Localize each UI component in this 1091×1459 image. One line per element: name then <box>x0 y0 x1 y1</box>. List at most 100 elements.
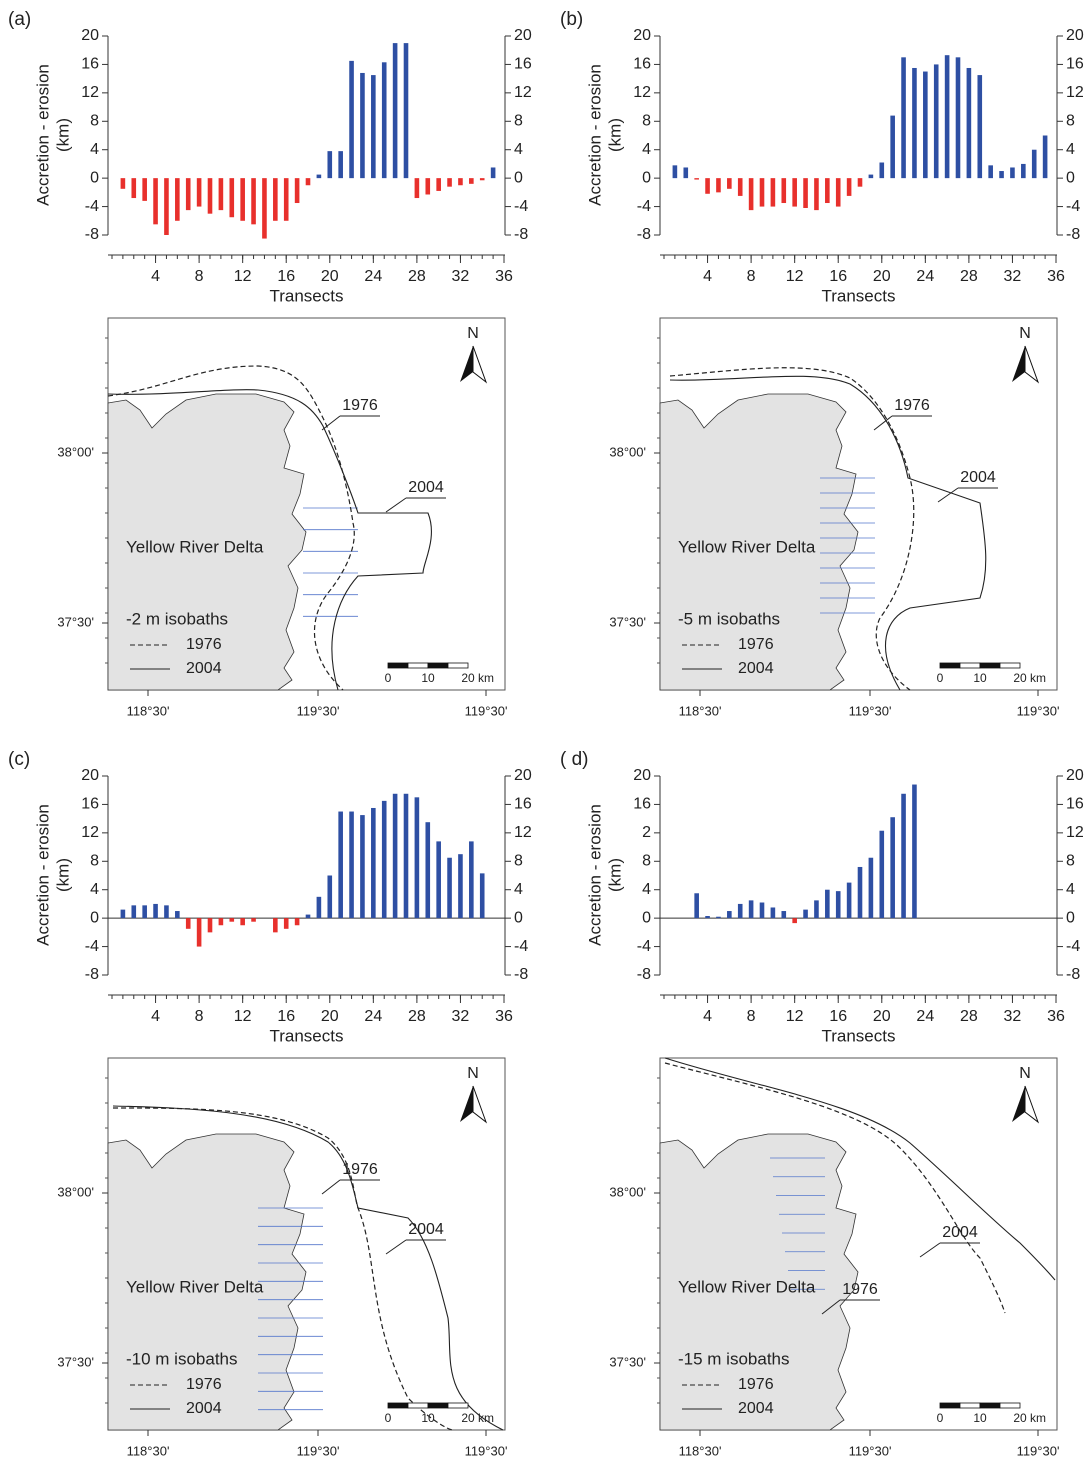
leader-2004-b <box>385 497 407 513</box>
bar <box>825 178 830 204</box>
x-tick-label: 24 <box>364 1008 382 1025</box>
bar <box>792 918 797 924</box>
scale-seg <box>407 662 429 669</box>
y2-tick-label: 8 <box>514 853 523 870</box>
bar <box>338 151 343 179</box>
x-axis-title: Transects <box>269 1026 343 1045</box>
label-2004: 2004 <box>408 479 444 496</box>
north-arrow-right <box>1024 1085 1040 1124</box>
y2-tick-label: 12 <box>1066 84 1084 101</box>
y-tick-label: -4 <box>637 198 651 215</box>
bar <box>694 178 699 180</box>
y-axis-title: Accretion - erosion <box>585 804 604 946</box>
lon-label: 118°30' <box>679 1443 722 1458</box>
bar <box>912 67 917 179</box>
isobath-1976 <box>107 365 355 691</box>
bar <box>283 918 289 929</box>
y-tick-label: 12 <box>81 824 99 841</box>
north-label: N <box>467 1065 479 1082</box>
legend-2004: 2004 <box>738 660 774 677</box>
scale-label: 10 <box>973 1411 987 1425</box>
y2-tick-label: 4 <box>514 881 523 898</box>
scale-seg <box>427 662 449 669</box>
bar <box>164 178 169 235</box>
isobath-2004 <box>669 375 987 691</box>
x-tick-label: 32 <box>1004 268 1022 285</box>
x-tick-label: 16 <box>277 268 295 285</box>
x-tick-label: 12 <box>234 1008 252 1025</box>
bar <box>814 900 819 919</box>
bar <box>672 165 678 179</box>
lon-label: 119°30' <box>297 703 340 718</box>
bar <box>694 893 699 919</box>
lat-label: 37°30' <box>609 614 646 629</box>
legend-2004: 2004 <box>186 1400 222 1417</box>
bar <box>196 178 202 207</box>
y2-tick-label: 0 <box>1066 909 1075 926</box>
x-tick-label: 28 <box>408 268 426 285</box>
y-tick-label: 4 <box>90 141 99 158</box>
bar <box>1031 149 1037 179</box>
scale-label: 10 <box>973 671 987 685</box>
scale-seg <box>959 1402 981 1409</box>
x-tick-label: 12 <box>786 268 804 285</box>
scale-seg <box>447 662 469 669</box>
bar <box>131 905 137 919</box>
bar <box>196 918 202 947</box>
y2-tick-label: 16 <box>514 56 532 73</box>
scale-seg <box>447 1402 469 1409</box>
x-tick-label: 36 <box>1047 268 1065 285</box>
y2-tick-label: 16 <box>514 796 532 813</box>
bar <box>716 178 721 193</box>
bar <box>283 178 289 221</box>
bar <box>305 178 311 186</box>
y2-tick-label: -8 <box>514 966 528 983</box>
bar <box>251 178 256 225</box>
bar <box>737 903 743 919</box>
lat-label: 38°00' <box>57 444 94 459</box>
bar <box>901 793 906 919</box>
bar <box>781 178 787 204</box>
bar <box>835 178 841 207</box>
north-arrow-right <box>472 345 488 384</box>
y-tick-label: 8 <box>642 853 651 870</box>
bar <box>890 115 895 179</box>
bar <box>999 171 1004 179</box>
isobath-2004 <box>112 1105 504 1431</box>
bar <box>955 57 961 179</box>
y-tick-label: 0 <box>90 909 99 926</box>
y-axis-unit: (km) <box>605 118 624 152</box>
leader-1976-b <box>321 415 341 431</box>
land <box>107 393 307 691</box>
x-tick-label: 4 <box>703 1008 712 1025</box>
bar <box>814 178 819 211</box>
bar <box>218 918 224 926</box>
x-tick-label: 28 <box>408 1008 426 1025</box>
x-axis-title: Transects <box>821 286 895 305</box>
bar <box>825 889 830 919</box>
y-tick-label: 20 <box>633 767 651 784</box>
label-1976: 1976 <box>842 1281 878 1298</box>
lon-label: 119°30' <box>849 703 892 718</box>
bar <box>414 797 420 919</box>
bar <box>890 817 895 919</box>
y-tick-label: -8 <box>637 226 651 243</box>
y-tick-label: 8 <box>90 853 99 870</box>
bar <box>153 903 158 919</box>
lat-label: 38°00' <box>57 1184 94 1199</box>
legend-2004: 2004 <box>186 660 222 677</box>
y2-tick-label: -4 <box>514 198 528 215</box>
x-tick-label: 4 <box>151 268 160 285</box>
north-arrow-right <box>1024 345 1040 384</box>
bar <box>803 178 808 208</box>
scale-label: 0 <box>937 671 944 685</box>
bar <box>316 174 322 179</box>
bar <box>185 918 191 929</box>
scale-seg <box>979 662 1001 669</box>
bar <box>349 60 354 179</box>
legend-1976: 1976 <box>186 1376 222 1393</box>
bar <box>273 918 278 933</box>
bar <box>792 178 797 207</box>
x-tick-label: 28 <box>960 1008 978 1025</box>
y2-tick-label: 4 <box>1066 881 1075 898</box>
